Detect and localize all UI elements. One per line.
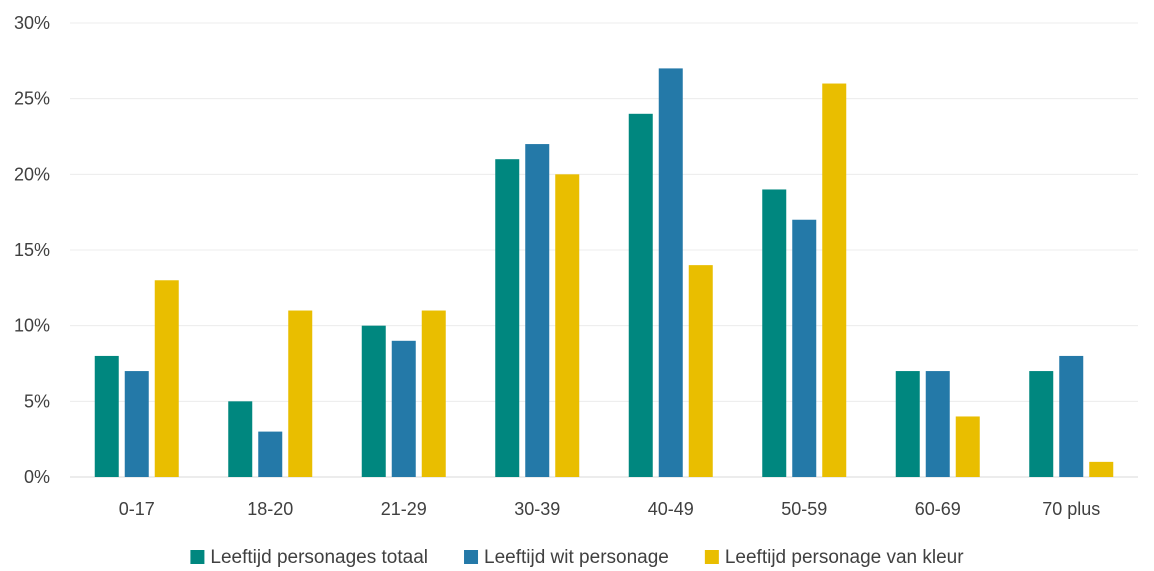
y-axis-tick-labels: 0% 5% 10% 15% 20% 25% 30% — [14, 13, 50, 487]
legend-swatch — [464, 550, 479, 564]
legend-item: Leeftijd personage van kleur — [704, 547, 964, 568]
y-tick-label: 0% — [24, 467, 50, 487]
legend-swatch — [704, 550, 719, 564]
bar-60-69-series-1 — [895, 371, 920, 477]
bar-40-49-series-3 — [688, 265, 713, 477]
bar-21-29-series-2 — [391, 340, 416, 477]
legend-label: Leeftijd personage van kleur — [725, 547, 964, 568]
bar-18-20-series-1 — [228, 401, 253, 477]
y-tick-label: 15% — [14, 240, 50, 260]
legend-item: Leeftijd wit personage — [464, 547, 669, 568]
bar-70-plus-series-1 — [1029, 371, 1054, 477]
x-tick-label: 70 plus — [1042, 499, 1100, 519]
bar-60-69-series-3 — [955, 416, 980, 477]
x-tick-label: 21-29 — [381, 499, 427, 519]
bars — [94, 68, 1114, 478]
y-tick-label: 10% — [14, 316, 50, 336]
x-axis-tick-labels: 0-17 18-20 21-29 30-39 40-49 50-59 60-69 70 plu… — [119, 499, 1101, 519]
bar-60-69-series-2 — [925, 371, 950, 477]
x-tick-label: 18-20 — [247, 499, 293, 519]
legend-swatch — [190, 550, 205, 564]
bar-40-49-series-1 — [628, 113, 653, 478]
x-tick-label: 30-39 — [514, 499, 560, 519]
bar-40-49-series-2 — [658, 68, 683, 478]
bar-50-59-series-1 — [762, 189, 787, 477]
bar-30-39-series-2 — [525, 144, 550, 478]
bar-18-20-series-2 — [258, 431, 283, 477]
bar-30-39-series-3 — [555, 174, 580, 478]
bar-0-17-series-2 — [124, 371, 149, 477]
bar-0-17-series-1 — [94, 355, 119, 477]
bar-18-20-series-3 — [288, 310, 313, 477]
legend-item: Leeftijd personages totaal — [190, 547, 428, 568]
x-tick-label: 40-49 — [648, 499, 694, 519]
legend-label: Leeftijd personages totaal — [210, 547, 428, 568]
y-tick-label: 20% — [14, 164, 50, 184]
legend-label: Leeftijd wit personage — [484, 547, 669, 568]
y-tick-label: 30% — [14, 13, 50, 33]
x-tick-label: 60-69 — [915, 499, 961, 519]
y-tick-label: 25% — [14, 89, 50, 109]
bar-50-59-series-3 — [822, 83, 847, 478]
x-tick-label: 50-59 — [781, 499, 827, 519]
bar-21-29-series-1 — [361, 325, 386, 477]
bar-30-39-series-1 — [495, 159, 520, 477]
bar-0-17-series-3 — [154, 280, 179, 477]
bar-70-plus-series-2 — [1059, 355, 1084, 477]
legend: Leeftijd personages totaal Leeftijd wit p… — [190, 547, 964, 568]
x-tick-label: 0-17 — [119, 499, 155, 519]
bar-70-plus-series-3 — [1089, 461, 1114, 477]
y-tick-label: 5% — [24, 391, 50, 411]
bar-21-29-series-3 — [421, 310, 446, 477]
bar-50-59-series-2 — [792, 219, 817, 477]
